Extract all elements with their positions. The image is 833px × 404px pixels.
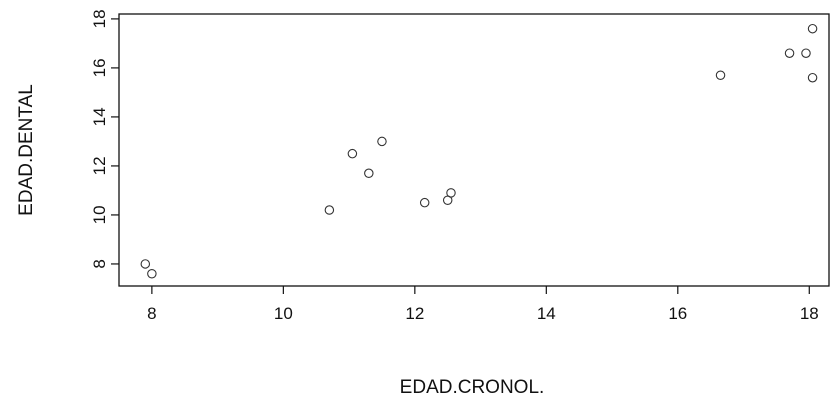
x-tick-label: 16 <box>668 304 687 323</box>
x-tick-label: 8 <box>147 304 156 323</box>
y-axis-title: EDAD.DENTAL <box>16 84 37 216</box>
data-point <box>807 72 818 83</box>
y-tick-label: 18 <box>90 9 109 28</box>
y-tick-label: 8 <box>90 259 109 268</box>
data-point <box>364 168 374 179</box>
x-tick-label: 12 <box>405 304 424 323</box>
data-point <box>377 136 387 147</box>
x-axis-title: EDAD.CRONOL. <box>400 377 545 398</box>
plot-border <box>118 13 830 287</box>
data-point <box>715 70 726 81</box>
y-tick-label: 16 <box>90 58 109 77</box>
data-point <box>419 197 430 208</box>
data-point <box>446 188 456 198</box>
y-tick-label: 12 <box>90 156 109 175</box>
data-point <box>347 148 358 159</box>
data-point <box>784 48 795 58</box>
data-point <box>324 205 335 215</box>
plot-frame <box>118 13 830 287</box>
data-points <box>140 23 818 279</box>
y-axis: 8 10 12 14 16 18 <box>90 9 119 269</box>
x-tick-label: 18 <box>800 304 819 323</box>
x-axis: 8 10 12 14 16 18 <box>147 286 819 323</box>
y-tick-label: 14 <box>90 107 109 126</box>
x-tick-label: 10 <box>274 304 293 323</box>
data-point <box>801 48 811 58</box>
data-point <box>147 268 157 279</box>
y-tick-label: 10 <box>90 205 109 224</box>
data-point <box>140 259 151 269</box>
data-point <box>807 23 818 34</box>
x-tick-label: 14 <box>537 304 556 323</box>
